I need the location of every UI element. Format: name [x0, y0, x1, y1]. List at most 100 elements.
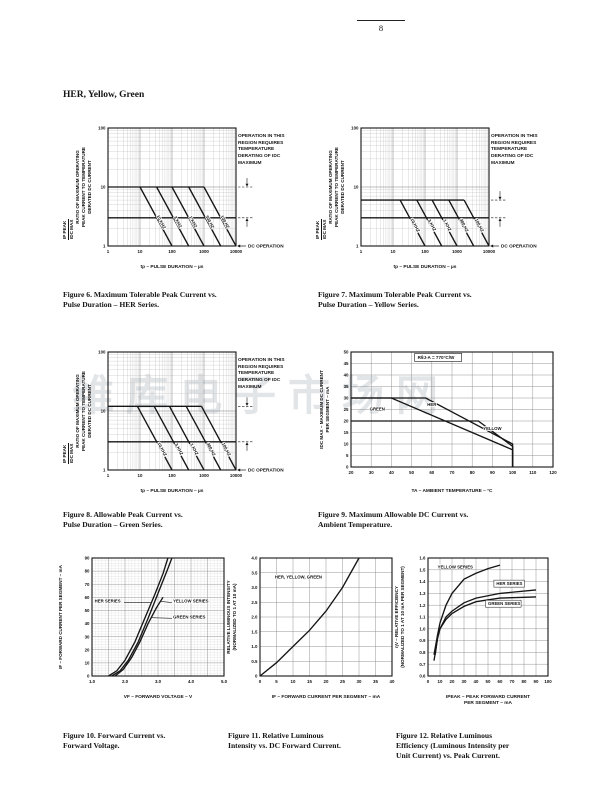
y-tick-label: 1.5 [251, 629, 258, 634]
series-green-series [434, 596, 537, 655]
y-tick-label: 15 [344, 430, 349, 435]
x-tick-label: 4.0 [188, 679, 195, 684]
figure-6-chart: IP PEAK IDC MAX RATIO OF MAXIMUM OPERATI… [60, 120, 312, 288]
series-label: 1 KHZ [442, 218, 452, 232]
y-tick-label: 1.4 [419, 579, 426, 584]
y-tick-label: 10 [101, 409, 106, 414]
series-3-khz [153, 405, 190, 471]
figure-9-x-axis-label: TA – AMBIENT TEMPERATURE – °C [411, 489, 493, 494]
y-tick-label: 70 [85, 582, 90, 587]
y-tick-label: 5 [346, 453, 349, 458]
figure-6-caption: Figure 6. Maximum Tolerable Peak Current… [63, 290, 217, 310]
y-tick-label: 0.5 [251, 659, 258, 664]
x-tick-label: 40 [390, 679, 395, 684]
down-arrow-icon [245, 403, 249, 406]
series-10-khz [136, 405, 173, 471]
section-heading: HER, Yellow, Green [63, 90, 145, 100]
x-tick-label: 25 [340, 679, 345, 684]
up-arrow-icon [245, 442, 249, 446]
y-tick-label: 10 [344, 442, 349, 447]
y-tick-label: 60 [85, 595, 90, 600]
dc-operation-label: DC OPERATION [248, 468, 284, 473]
left-arrow-icon [237, 244, 241, 248]
y-tick-label: 1.3 [419, 591, 426, 596]
series-her-yellow-green [259, 557, 360, 677]
y-tick-label: 1.0 [419, 626, 426, 631]
y-tick-label: 50 [85, 608, 90, 613]
series-1-khz [431, 199, 458, 247]
series-label: 1 KHZ [188, 215, 198, 229]
x-tick-label: 10 [391, 249, 396, 254]
ratio-denominator: IDC MAX [67, 442, 75, 464]
label-box [485, 599, 522, 608]
figure-11-caption: Figure 11. Relative Luminous Intensity v… [228, 731, 341, 751]
series-label: GREEN [370, 407, 385, 412]
figure-9-plot: 20 30 40 50 60 70 80 90 100 110 120 0 5 10 15 20 25 30 35 4… [344, 350, 558, 475]
y-tick-label: 1 [356, 244, 359, 249]
y-tick-label: 0 [255, 674, 258, 679]
x-tick-label: 3.0 [155, 679, 162, 684]
y-tick-label: 1.5 [419, 567, 426, 572]
left-arrow-icon [490, 244, 494, 248]
y-tick-label: 35 [344, 384, 349, 389]
y-tick-label: 0.8 [419, 650, 426, 655]
figure-10-x-axis-label: VF – FORWARD VOLTAGE – V [123, 695, 193, 700]
series-label: HER [427, 402, 437, 407]
x-tick-label: 50 [409, 470, 414, 475]
series-300-hz [448, 199, 475, 247]
series-3-khz [416, 199, 443, 247]
x-tick-label: 0 [427, 679, 430, 684]
figure-8-caption: Figure 8. Allowable Peak Current vs. Pul… [63, 510, 183, 530]
plot-frame [350, 351, 554, 468]
y-tick-label: 80 [85, 569, 90, 574]
thermal-resistance-note: RθJ-A = 770°C/W [418, 355, 455, 360]
figure-6-x-axis-label: tp – PULSE DURATION – µs [140, 265, 204, 270]
y-tick-label: 1.2 [419, 603, 426, 608]
dc-operation-label: DC OPERATION [501, 244, 537, 249]
series-10-khz [139, 186, 173, 247]
series-label: YELLOW SERIES [438, 565, 473, 570]
x-tick-label: 80 [522, 679, 527, 684]
y-tick-label: 0.9 [419, 638, 426, 643]
x-tick-label: 70 [510, 679, 515, 684]
x-tick-label: 90 [534, 679, 539, 684]
figure-11-chart: RELATIVE LUMINOUS INTENSITY (NORMALIZED … [226, 549, 396, 721]
figure-9-caption: Figure 9. Maximum Allowable DC Current v… [318, 510, 469, 530]
series-label: 100 HZ [474, 218, 485, 233]
y-axis-title: IF – FORWARD CURRENT PER SEGMENT – mA [58, 565, 63, 669]
page-number-rule [357, 20, 405, 21]
x-tick-label: 100 [509, 470, 517, 475]
series-label: 3 KHZ [174, 442, 184, 456]
y-tick-label: 50 [344, 350, 349, 355]
plot-frame [427, 557, 549, 677]
plot-frame [259, 557, 393, 677]
x-tick-label: 1000 [452, 249, 462, 254]
figure-7-region-note: OPERATION IN THIS REGION REQUIRES TEMPER… [491, 134, 538, 166]
y-tick-label: 100 [351, 126, 359, 131]
series-label: GREEN SERIES [173, 614, 205, 619]
x-tick-label: 10000 [230, 473, 243, 478]
x-tick-label: 1000 [199, 249, 209, 254]
y-tick-label: 10 [101, 185, 106, 190]
plot-frame [91, 557, 225, 677]
series-label: YELLOW [483, 426, 502, 431]
y-tick-label: 2.5 [251, 600, 258, 605]
figure-11-plot: 0 5 10 15 20 25 30 35 40 0 0.5 1.0 1.5 2.0 2.5 3.0 3.5 4.… [251, 556, 395, 684]
x-tick-label: 15 [307, 679, 312, 684]
ratio-denominator: IDC MAX [67, 218, 75, 240]
series-100-hz [203, 186, 237, 247]
series-yellow [351, 420, 514, 467]
figure-9-chart: IDC MAX – MAXIMUM DC CURRENT PER SEGMENT… [313, 344, 565, 512]
x-tick-label: 1 [107, 473, 110, 478]
y-tick-label: 10 [354, 185, 359, 190]
down-arrow-icon [245, 183, 249, 187]
series-10-khz [399, 199, 426, 247]
y-axis-title: RATIO OF MAXIMUM OPERATING PEAK CURRENT … [74, 371, 92, 451]
y-tick-label: 25 [344, 407, 349, 412]
y-tick-label: 30 [344, 396, 349, 401]
y-tick-label: 100 [98, 350, 106, 355]
x-tick-label: 1 [360, 249, 363, 254]
ratio-denominator: IDC MAX [320, 218, 328, 240]
